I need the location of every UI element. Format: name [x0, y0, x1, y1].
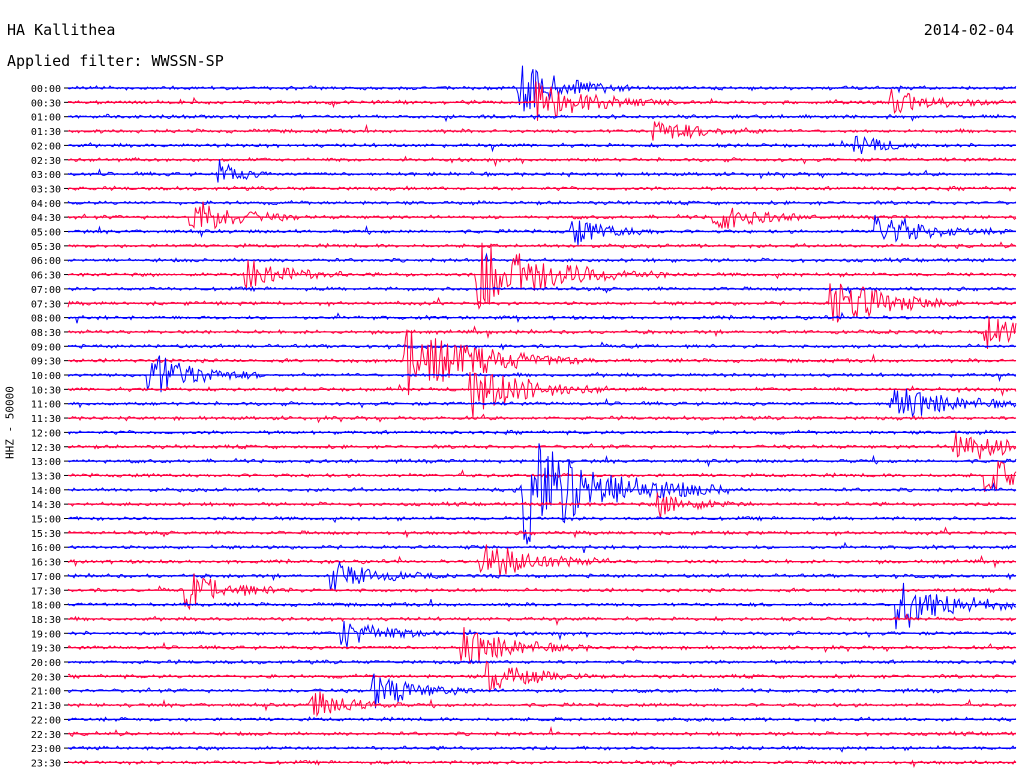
row-time-label: 05:30: [31, 242, 61, 253]
trace-line: [67, 311, 1017, 324]
row-time-label: 13:30: [31, 471, 61, 482]
trace-line: [67, 460, 1017, 492]
trace-line: [67, 541, 1017, 554]
row-time-label: 09:30: [31, 357, 61, 368]
row-time-label: 18:00: [31, 601, 61, 612]
row-time-label: 14:00: [31, 486, 61, 497]
trace-line: [67, 660, 1017, 692]
trace-line: [67, 659, 1017, 665]
trace-line: [67, 316, 1017, 350]
trace-line: [67, 573, 1017, 611]
trace-line: [67, 113, 1017, 123]
filter-label: Applied filter: WWSSN-SP: [7, 52, 224, 70]
row-time-label: 10:30: [31, 385, 61, 396]
trace-line: [67, 159, 1017, 183]
row-time-label: 08:30: [31, 328, 61, 339]
trace-line: [67, 432, 1017, 460]
row-time-label: 20:00: [31, 658, 61, 669]
trace-line: [67, 745, 1017, 753]
row-time-label: 06:30: [31, 271, 61, 282]
row-time-label: 16:30: [31, 558, 61, 569]
row-time-label: 09:00: [31, 342, 61, 353]
row-time-label: 02:00: [31, 141, 61, 152]
row-time-label: 17:30: [31, 586, 61, 597]
row-time-label: 15:30: [31, 529, 61, 540]
row-time-label: 23:00: [31, 744, 61, 755]
trace-line: [67, 544, 1017, 577]
row-time-label: 05:00: [31, 228, 61, 239]
row-time-label: 21:00: [31, 687, 61, 698]
trace-line: [68, 155, 1017, 168]
row-time-label: 03:30: [31, 184, 61, 195]
row-time-label: 07:30: [31, 299, 61, 310]
row-time-label: 13:00: [31, 457, 61, 468]
trace-line: [67, 691, 1017, 718]
trace-line: [67, 621, 1016, 648]
trace-line: [67, 443, 1017, 545]
row-time-label: 23:30: [31, 758, 61, 769]
row-time-label: 22:30: [31, 730, 61, 741]
trace-line: [67, 329, 1017, 396]
row-time-label: 15:00: [31, 515, 61, 526]
row-time-label: 10:00: [31, 371, 61, 382]
row-time-label: 11:00: [31, 400, 61, 411]
row-time-label: 18:30: [31, 615, 61, 626]
row-time-label: 04:00: [31, 199, 61, 210]
trace-line: [67, 285, 1017, 295]
row-time-label: 07:00: [31, 285, 61, 296]
trace-line: [67, 252, 1017, 264]
row-time-label: 14:30: [31, 500, 61, 511]
y-axis-label: HHZ - 50000: [3, 386, 17, 459]
row-time-label: 11:30: [31, 414, 61, 425]
trace-line: [67, 81, 1017, 121]
row-time-label: 01:30: [31, 127, 61, 138]
row-time-label: 20:30: [31, 672, 61, 683]
trace-line: [67, 560, 1017, 592]
trace-line: [67, 515, 1017, 524]
row-time-label: 12:30: [31, 443, 61, 454]
row-time-label: 17:00: [31, 572, 61, 583]
row-time-label: 19:00: [31, 629, 61, 640]
row-time-label: 21:30: [31, 701, 61, 712]
trace-line: [67, 726, 1017, 737]
row-time-label: 00:00: [31, 84, 61, 95]
row-time-label: 16:00: [31, 543, 61, 554]
row-time-label: 03:00: [31, 170, 61, 181]
trace-line: [67, 759, 1017, 769]
row-time-label: 22:00: [31, 715, 61, 726]
row-time-label: 19:30: [31, 644, 61, 655]
row-time-label: 04:30: [31, 213, 61, 224]
station-title: HA Kallithea: [7, 21, 116, 39]
row-time-label: 00:30: [31, 98, 61, 109]
record-date: 2014-02-04: [923, 21, 1014, 39]
row-time-label: 12:00: [31, 428, 61, 439]
row-time-label: 01:00: [31, 113, 61, 124]
row-time-label: 02:30: [31, 156, 61, 167]
trace-line: [67, 388, 1017, 418]
row-time-label: 06:00: [31, 256, 61, 267]
row-time-label: 08:00: [31, 314, 61, 325]
